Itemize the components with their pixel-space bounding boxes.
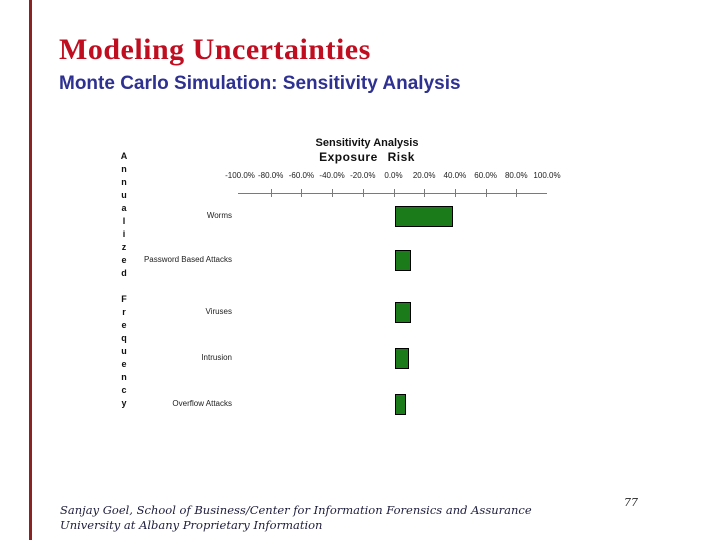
accent-stripe — [29, 0, 32, 540]
x-tick-label: -80.0% — [258, 171, 284, 180]
y-axis-letter: n — [121, 372, 127, 382]
y-axis-letter: e — [121, 255, 127, 265]
footer-line-1: Sanjay Goel, School of Business/Center f… — [60, 503, 532, 517]
sensitivity-bar — [395, 394, 406, 415]
category-label: Worms — [206, 211, 232, 220]
sensitivity-bar — [395, 206, 453, 227]
footer: Sanjay Goel, School of Business/Center f… — [60, 503, 540, 533]
y-axis-letter: l — [122, 216, 126, 226]
x-tick-label: 40.0% — [443, 171, 467, 180]
x-axis-tick — [485, 189, 487, 197]
sensitivity-bar — [395, 348, 409, 369]
category-label: Overflow Attacks — [172, 399, 232, 408]
page-number: 77 — [624, 496, 638, 509]
x-tick-label: 80.0% — [504, 171, 528, 180]
x-axis-tick — [301, 189, 303, 197]
sensitivity-bar — [395, 302, 411, 323]
chart-title: Sensitivity Analysis — [315, 137, 419, 149]
y-axis-letter: A — [120, 151, 128, 161]
y-axis-letter: r — [122, 307, 126, 317]
x-axis-tick — [516, 189, 518, 197]
x-axis-tick — [393, 189, 395, 197]
y-axis-letter: n — [121, 164, 127, 174]
y-axis-letter: c — [121, 385, 127, 395]
x-tick-label: -20.0% — [350, 171, 376, 180]
x-tick-label: -100.0% — [225, 171, 255, 180]
x-axis-tick — [454, 189, 456, 197]
x-axis-tick — [332, 189, 334, 197]
y-axis-letter — [117, 280, 131, 293]
y-axis-letter: i — [122, 229, 126, 239]
x-axis-tick — [362, 189, 364, 197]
category-label: Viruses — [205, 307, 232, 316]
y-axis-letter: e — [121, 320, 127, 330]
page-title: Modeling Uncertainties — [59, 33, 371, 67]
y-axis-letter: y — [121, 398, 127, 408]
x-axis-tick — [270, 189, 272, 197]
category-label: Password Based Attacks — [143, 255, 232, 264]
x-tick-label: 100.0% — [533, 171, 561, 180]
y-axis-letter: e — [121, 359, 127, 369]
footer-line-2: University at Albany Proprietary Informa… — [60, 518, 323, 532]
y-axis-letter: u — [121, 346, 127, 356]
y-axis-letter: u — [121, 190, 127, 200]
x-tick-label: -60.0% — [288, 171, 315, 180]
chart-subtitle: Exposure Risk — [319, 150, 415, 164]
y-axis-letter: z — [121, 242, 127, 252]
y-axis-letter: a — [121, 203, 127, 213]
x-axis-line — [238, 193, 547, 194]
y-axis-letter: d — [121, 268, 127, 278]
x-tick-label: 60.0% — [474, 171, 497, 180]
y-axis-letter: q — [121, 333, 127, 343]
sensitivity-bar — [395, 250, 411, 271]
x-tick-label: 0.0% — [384, 171, 403, 180]
y-axis-letter: F — [121, 294, 127, 304]
category-label: Intrusion — [201, 353, 232, 362]
y-axis-letter: n — [121, 177, 127, 187]
x-tick-label: 20.0% — [412, 171, 436, 180]
x-axis-tick — [424, 189, 426, 197]
x-tick-label: -40.0% — [319, 171, 345, 180]
page-subtitle: Monte Carlo Simulation: Sensitivity Anal… — [59, 72, 461, 94]
